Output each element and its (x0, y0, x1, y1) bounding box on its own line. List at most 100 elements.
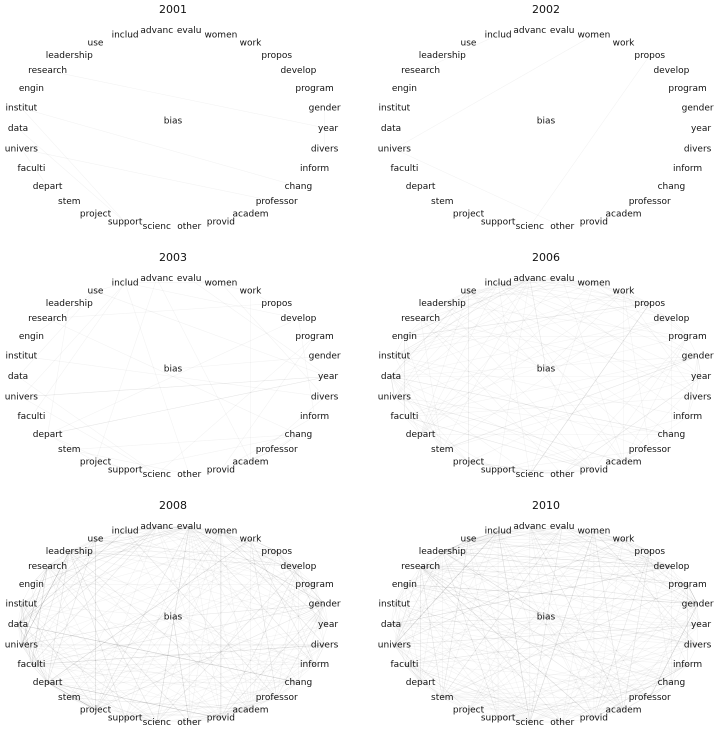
edge (404, 416, 421, 435)
edge (468, 538, 624, 711)
node-label: institut (6, 104, 38, 114)
edge (394, 551, 443, 646)
node-label: inform (300, 412, 329, 422)
node-label: data (8, 372, 28, 382)
edge (404, 278, 530, 337)
edge (529, 624, 702, 723)
edge (125, 526, 190, 532)
edge (125, 717, 157, 723)
edge (623, 538, 698, 605)
edge (21, 644, 96, 711)
node-label: other (550, 222, 574, 232)
node-label: develop (653, 562, 689, 572)
edge (529, 278, 698, 398)
node-label: develop (280, 562, 316, 572)
edge (276, 551, 329, 625)
node-label: data (8, 124, 28, 134)
edge (404, 664, 672, 683)
edge (442, 530, 499, 698)
edge (276, 664, 315, 698)
edge (562, 526, 698, 646)
edge (47, 682, 251, 711)
edge (623, 682, 672, 711)
edge (394, 644, 650, 698)
edge (172, 616, 315, 665)
edge (562, 526, 672, 567)
node-label: data (8, 620, 28, 630)
node-label: divers (684, 392, 712, 402)
panel-title: 2003 (159, 251, 187, 264)
node-label: use (461, 535, 477, 545)
center-node-label: bias (537, 117, 556, 127)
edge (47, 551, 70, 567)
edge (47, 376, 329, 435)
edge (172, 603, 325, 618)
edge (468, 461, 563, 475)
edge (442, 551, 547, 618)
node-label: academ (606, 209, 642, 219)
edge (562, 376, 702, 475)
edge (156, 526, 251, 540)
edge (497, 530, 531, 723)
edge (498, 449, 650, 471)
node-label: use (461, 39, 477, 49)
edge (529, 644, 698, 723)
edge (404, 526, 530, 585)
edge (497, 530, 563, 723)
edge (189, 709, 251, 723)
edge (69, 551, 222, 719)
edge (220, 644, 325, 719)
edge (220, 530, 315, 585)
node-label: professor (629, 445, 671, 455)
edge (31, 644, 325, 665)
node-label: engin (19, 332, 44, 342)
edge (545, 368, 595, 471)
edge (390, 616, 547, 625)
node-label: other (550, 470, 574, 480)
edge (623, 538, 698, 605)
edge (47, 538, 251, 683)
edge (468, 664, 688, 711)
edge (420, 566, 595, 719)
node-label: work (240, 287, 263, 297)
edge (47, 551, 70, 683)
edge (172, 616, 251, 710)
edge (47, 566, 126, 719)
edge (69, 551, 126, 719)
edge (188, 551, 277, 723)
node-label: other (177, 222, 201, 232)
edge (497, 278, 531, 471)
edge (497, 530, 624, 710)
node-label: provid (207, 466, 235, 476)
node-label: work (240, 535, 263, 545)
edge (390, 526, 563, 625)
node-label: includ (485, 278, 512, 288)
node-label: project (80, 705, 112, 715)
edge (220, 530, 315, 585)
edge (404, 584, 698, 646)
edge (390, 376, 672, 435)
edge (298, 566, 325, 646)
edge (17, 128, 126, 223)
edge (394, 530, 499, 646)
edge (17, 376, 157, 475)
edge (394, 603, 421, 683)
edge (394, 396, 624, 463)
edge (276, 603, 325, 698)
edge (394, 396, 672, 435)
edge (17, 624, 157, 723)
edge (561, 336, 688, 475)
edge (404, 416, 594, 471)
edge (529, 303, 650, 475)
edge (442, 278, 531, 450)
edge (250, 538, 277, 552)
edge (404, 278, 530, 337)
edge (95, 530, 222, 710)
edge (188, 526, 315, 665)
edge (404, 664, 421, 683)
edge (420, 291, 469, 435)
edge (394, 282, 595, 357)
edge (420, 682, 594, 719)
node-label: provid (580, 714, 608, 724)
edge (394, 566, 421, 646)
